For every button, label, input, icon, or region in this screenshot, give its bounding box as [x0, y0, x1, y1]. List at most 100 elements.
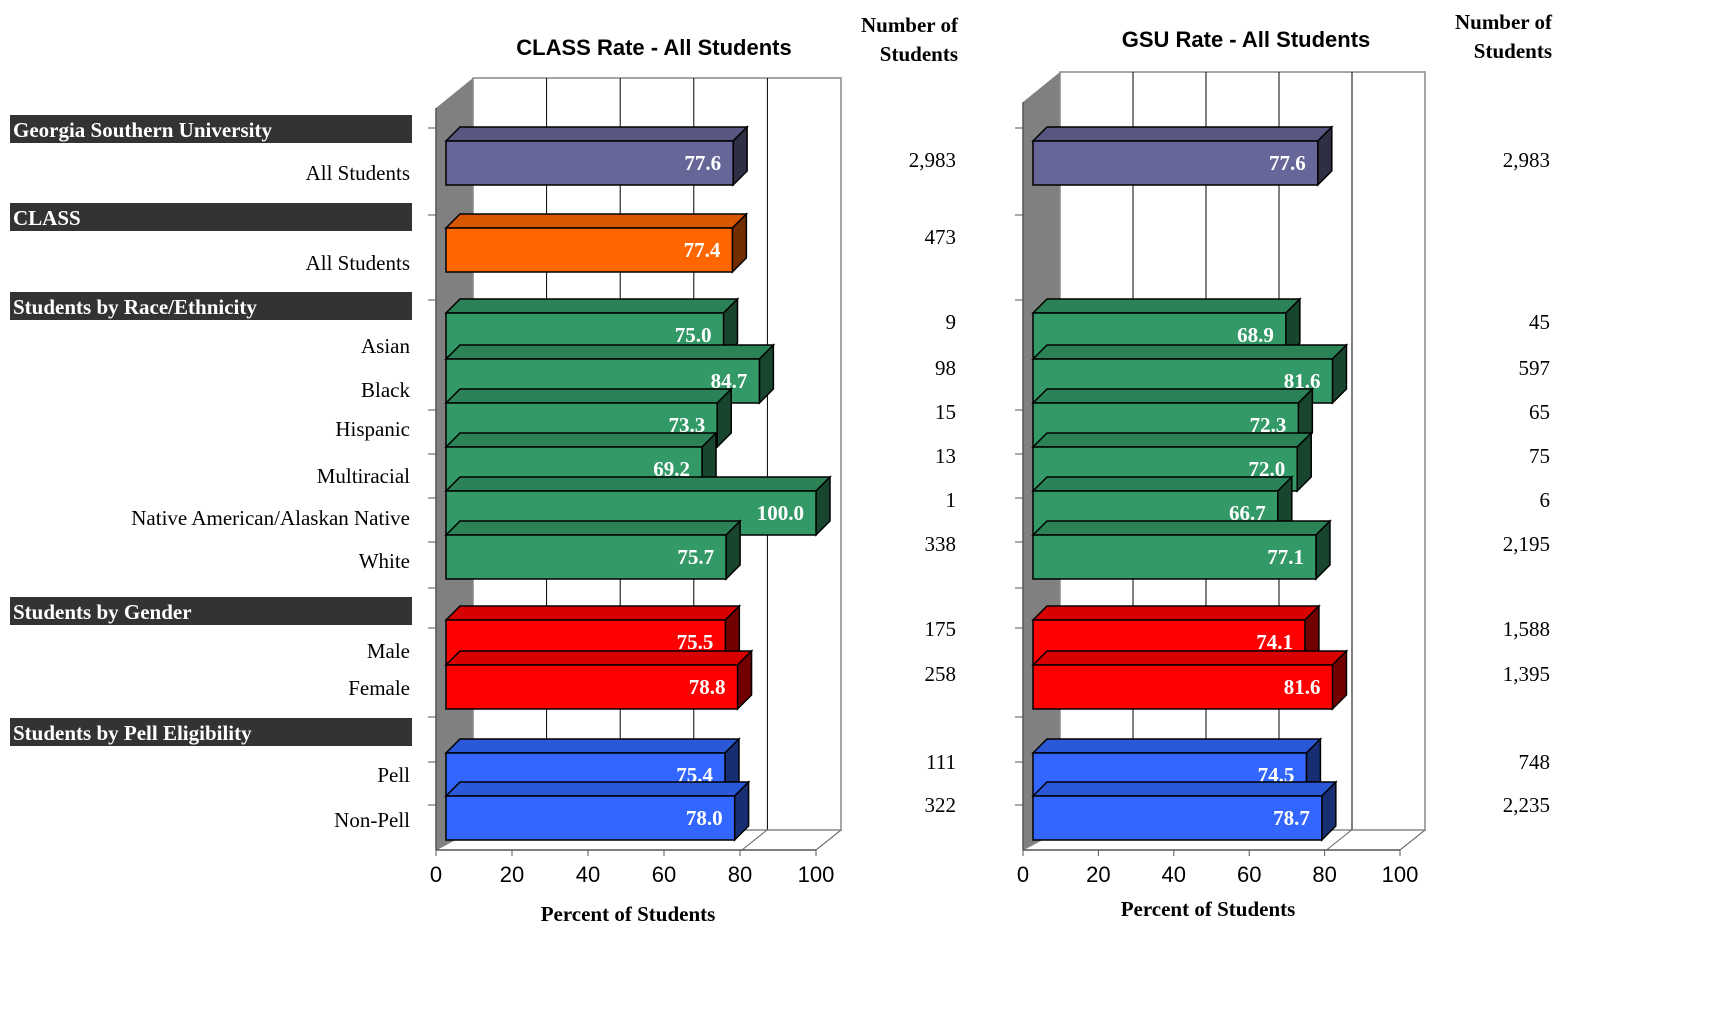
count-value: 75 — [1529, 444, 1550, 468]
bar-top — [1031, 432, 1314, 448]
bar-value-label: 74.1 — [1256, 630, 1293, 654]
group-header-bg — [10, 718, 412, 746]
bar-value-label: 100.0 — [757, 501, 804, 525]
count-value: 45 — [1529, 310, 1550, 334]
count-value: 258 — [925, 662, 957, 686]
count-value: 6 — [1540, 488, 1551, 512]
count-value: 597 — [1519, 356, 1551, 380]
bar — [1032, 534, 1317, 580]
gsu-rate-panel: 0 20 40 60 80 100 Percent of Students GSU Rate … — [1015, 10, 1553, 921]
tick-label: 60 — [652, 862, 676, 887]
bar-top — [1031, 388, 1315, 404]
count-value: 473 — [925, 225, 957, 249]
bar-top — [444, 520, 742, 536]
floor-tick — [1326, 829, 1352, 851]
count-value: 175 — [925, 617, 957, 641]
floor-tick — [741, 829, 768, 851]
bar-value-label: 77.4 — [684, 238, 721, 262]
group-header-bg — [10, 292, 412, 320]
group-header-label: Students by Gender — [13, 600, 192, 624]
row-label: Asian — [361, 334, 410, 358]
bar — [1032, 795, 1323, 841]
bar-top — [444, 388, 734, 404]
tick-label: 20 — [1086, 862, 1110, 887]
bar-top — [444, 476, 832, 492]
bar-top — [1031, 344, 1349, 360]
bar-value-label: 78.7 — [1273, 806, 1310, 830]
tick-label: 0 — [1017, 862, 1029, 887]
group-header-label: Students by Pell Eligibility — [13, 721, 252, 745]
panel-title: GSU Rate - All Students — [1122, 27, 1371, 52]
tick-label: 60 — [1237, 862, 1261, 887]
bar-value-label: 75.5 — [677, 630, 714, 654]
count-value: 1 — [946, 488, 957, 512]
bar-top — [444, 781, 751, 797]
bar-top — [444, 738, 741, 754]
row-label: Black — [361, 378, 410, 402]
group-header-label: Students by Race/Ethnicity — [13, 295, 257, 319]
bar-value-label: 77.6 — [1269, 151, 1306, 175]
bar-top — [1031, 605, 1321, 621]
tick-label: 100 — [1382, 862, 1419, 887]
tick-label: 40 — [1162, 862, 1186, 887]
bar-top — [1031, 126, 1334, 142]
count-value: 15 — [935, 400, 956, 424]
count-value: 111 — [926, 750, 956, 774]
count-header: Students — [1474, 39, 1552, 63]
bar — [1032, 664, 1334, 710]
row-label: Male — [367, 639, 410, 663]
group-header-label: Georgia Southern University — [13, 118, 272, 142]
group-header-bg — [10, 597, 412, 625]
count-value: 338 — [925, 532, 957, 556]
tick-label: 80 — [1312, 862, 1336, 887]
count-value: 322 — [925, 793, 957, 817]
bar-top — [1031, 781, 1338, 797]
tick-label: 20 — [500, 862, 524, 887]
count-value: 2,983 — [909, 148, 956, 172]
bar — [1032, 140, 1319, 186]
tick-label: 40 — [576, 862, 600, 887]
count-value: 2,983 — [1503, 148, 1550, 172]
bar-value-label: 77.6 — [684, 151, 721, 175]
bar — [445, 664, 739, 710]
row-label: All Students — [306, 251, 410, 275]
bar-top — [1031, 738, 1323, 754]
row-label: Native American/Alaskan Native — [131, 506, 410, 530]
count-header: Number of — [1455, 10, 1553, 34]
bar-value-label: 78.8 — [689, 675, 726, 699]
bar — [445, 795, 736, 841]
tick-label: 100 — [798, 862, 835, 887]
bar-top — [444, 650, 754, 666]
floor-tick — [1399, 829, 1426, 851]
bar-value-label: 75.7 — [677, 545, 714, 569]
row-label: All Students — [306, 161, 410, 185]
count-value: 1,588 — [1503, 617, 1550, 641]
bar-value-label: 81.6 — [1284, 675, 1321, 699]
row-label: Female — [348, 676, 410, 700]
bar — [445, 534, 727, 580]
bar-top — [1031, 520, 1332, 536]
bar — [445, 140, 734, 186]
bar-top — [444, 213, 749, 229]
count-header: Number of — [861, 13, 959, 37]
bar-value-label: 77.1 — [1267, 545, 1304, 569]
count-value: 65 — [1529, 400, 1550, 424]
count-value: 13 — [935, 444, 956, 468]
bar-top — [1031, 476, 1294, 492]
bar-value-label: 68.9 — [1237, 323, 1274, 347]
bar-top — [1031, 650, 1349, 666]
x-axis-title: Percent of Students — [541, 902, 716, 926]
group-header-label: CLASS — [13, 206, 81, 230]
count-value: 98 — [935, 356, 956, 380]
bar-top — [444, 126, 749, 142]
count-header: Students — [880, 42, 958, 66]
class-rate-panel: 0 20 40 60 80 100 Percent of Students CLASS Rat… — [428, 13, 959, 926]
count-value: 9 — [946, 310, 957, 334]
floor-tick — [815, 829, 842, 851]
count-value: 748 — [1519, 750, 1551, 774]
bar-top — [444, 432, 718, 448]
x-axis-title: Percent of Students — [1121, 897, 1296, 921]
bar-top — [444, 344, 776, 360]
bar-top — [444, 605, 742, 621]
